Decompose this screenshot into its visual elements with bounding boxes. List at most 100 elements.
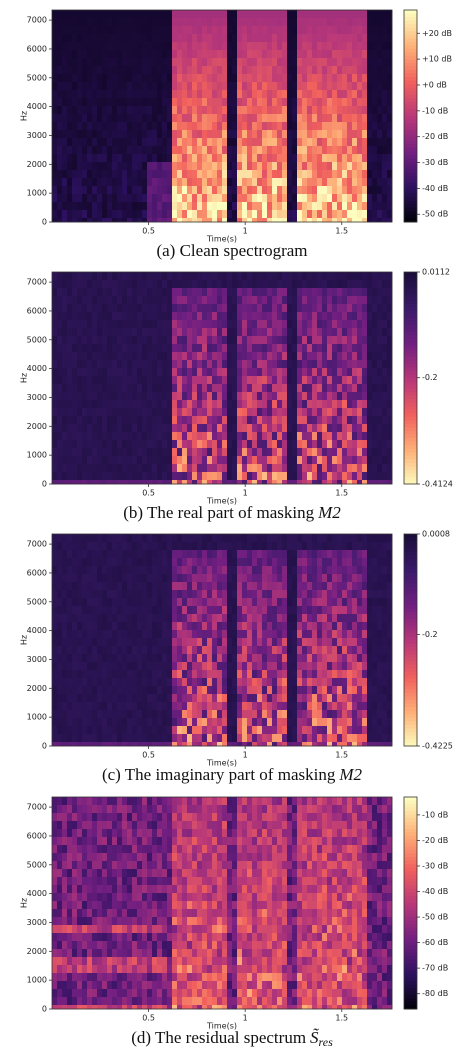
spectrogram-cell — [377, 424, 382, 432]
spectrogram-cell — [172, 162, 177, 170]
spectrogram-cell — [87, 574, 92, 582]
spectrogram-cell — [312, 280, 317, 288]
spectrogram-cell — [352, 376, 357, 384]
spectrogram-cell — [377, 376, 382, 384]
spectrogram-cell — [257, 654, 262, 662]
spectrogram-cell — [152, 654, 157, 662]
spectrogram-cell — [252, 598, 257, 606]
spectrogram-cell — [227, 82, 232, 90]
colorbar-cell — [404, 74, 417, 78]
spectrogram-cell — [312, 50, 317, 58]
spectrogram-cell — [87, 320, 92, 328]
spectrogram-cell — [52, 614, 57, 622]
spectrogram-cell — [222, 416, 227, 424]
spectrogram-cell — [112, 202, 117, 210]
spectrogram-cell — [347, 424, 352, 432]
spectrogram-cell — [122, 194, 127, 202]
spectrogram-cell — [92, 186, 97, 194]
spectrogram-cell — [102, 178, 107, 186]
spectrogram-cell — [312, 210, 317, 218]
spectrogram-cell — [107, 296, 112, 304]
spectrogram-cell — [247, 304, 252, 312]
spectrogram-cell — [167, 384, 172, 392]
spectrogram-cell — [217, 416, 222, 424]
spectrogram-cell — [132, 304, 137, 312]
spectrogram-cell — [97, 280, 102, 288]
spectrogram-cell — [332, 18, 337, 26]
spectrogram-cell — [357, 122, 362, 130]
spectrogram-cell — [192, 10, 197, 18]
spectrogram-cell — [207, 50, 212, 58]
spectrogram-cell — [332, 376, 337, 384]
spectrogram-cell — [102, 280, 107, 288]
y-tick-label: 2000 — [27, 422, 47, 431]
spectrogram-cell — [162, 280, 167, 288]
spectrogram-cell — [212, 304, 217, 312]
spectrogram-cell — [127, 352, 132, 360]
spectrogram-cell — [242, 582, 247, 590]
spectrogram-cell — [122, 336, 127, 344]
spectrogram-cell — [167, 408, 172, 416]
spectrogram-cell — [367, 50, 372, 58]
spectrogram-cell — [62, 598, 67, 606]
spectrogram-cell — [72, 408, 77, 416]
spectrogram-cell — [132, 74, 137, 82]
spectrogram-cell — [117, 534, 122, 542]
spectrogram-cell — [357, 10, 362, 18]
spectrogram-cell — [187, 718, 192, 726]
spectrogram-cell — [292, 456, 297, 464]
spectrogram-cell — [107, 368, 112, 376]
spectrogram-cell — [182, 18, 187, 26]
spectrogram-cell — [52, 574, 57, 582]
spectrogram-cell — [307, 26, 312, 34]
spectrogram-cell — [117, 320, 122, 328]
spectrogram-cell — [212, 202, 217, 210]
spectrogram-cell — [307, 272, 312, 280]
colorbar-tick-label: +20 dB — [422, 29, 452, 38]
spectrogram-cell — [337, 114, 342, 122]
spectrogram-cell — [372, 130, 377, 138]
spectrogram-cell — [372, 376, 377, 384]
spectrogram-cell — [92, 304, 97, 312]
spectrogram-cell — [382, 440, 387, 448]
spectrogram-cell — [192, 154, 197, 162]
spectrogram-cell — [157, 10, 162, 18]
spectrogram-cell — [67, 90, 72, 98]
spectrogram-cell — [282, 344, 287, 352]
spectrogram-cell — [227, 392, 232, 400]
colorbar-cell — [404, 297, 417, 301]
spectrogram-cell — [342, 376, 347, 384]
spectrogram-cell — [102, 138, 107, 146]
spectrogram-cell — [327, 154, 332, 162]
spectrogram-cell — [127, 304, 132, 312]
spectrogram-cell — [197, 710, 202, 718]
spectrogram-cell — [322, 472, 327, 480]
spectrogram-cell — [212, 384, 217, 392]
spectrogram-cell — [192, 582, 197, 590]
spectrogram-cell — [232, 280, 237, 288]
spectrogram-cell — [322, 368, 327, 376]
spectrogram-cell — [292, 400, 297, 408]
spectrogram-cell — [172, 400, 177, 408]
spectrogram-cell — [187, 558, 192, 566]
spectrogram-cell — [197, 344, 202, 352]
spectrogram-cell — [217, 654, 222, 662]
spectrogram-cell — [82, 678, 87, 686]
spectrogram-cell — [267, 304, 272, 312]
spectrogram-cell — [247, 146, 252, 154]
spectrogram-cell — [187, 138, 192, 146]
spectrogram-cell — [372, 344, 377, 352]
spectrogram-cell — [207, 710, 212, 718]
spectrogram-cell — [202, 138, 207, 146]
spectrogram-cell — [127, 336, 132, 344]
spectrogram-cell — [157, 702, 162, 710]
spectrogram-cell — [247, 440, 252, 448]
spectrogram-cell — [257, 272, 262, 280]
spectrogram-cell — [167, 472, 172, 480]
spectrogram-cell — [237, 662, 242, 670]
spectrogram-cell — [227, 114, 232, 122]
spectrogram-cell — [157, 58, 162, 66]
spectrogram-cell — [97, 384, 102, 392]
spectrogram-cell — [212, 194, 217, 202]
spectrogram-cell — [232, 146, 237, 154]
